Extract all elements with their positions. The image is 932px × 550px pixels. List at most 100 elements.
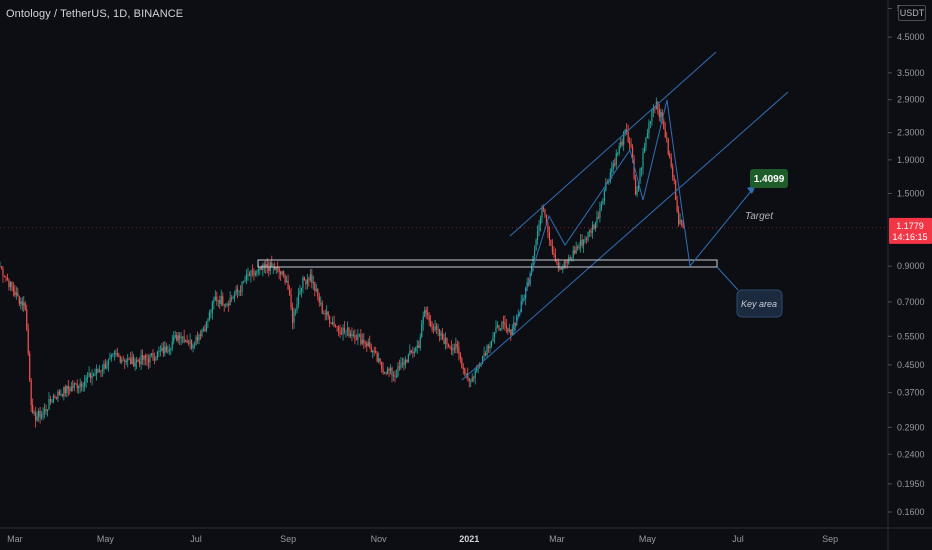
candle-body: [435, 326, 438, 330]
candle-body: [458, 346, 460, 354]
candle-body: [106, 365, 108, 369]
candle-body: [17, 292, 19, 297]
candle-body: [330, 322, 332, 324]
candle-body: [199, 335, 202, 336]
candle-body: [624, 129, 626, 132]
candle-body: [177, 335, 179, 341]
candle-body: [5, 277, 7, 278]
candle-body: [186, 340, 188, 344]
candle-body: [455, 344, 457, 350]
candle-body: [162, 347, 164, 354]
candle-body: [388, 368, 390, 371]
candle-body: [229, 298, 231, 306]
candle-body: [300, 287, 303, 291]
candle-body: [623, 131, 625, 145]
candle-body: [75, 383, 77, 385]
candle-body: [176, 335, 178, 341]
candle-body: [539, 217, 542, 225]
candle-body: [124, 360, 126, 363]
time-axis[interactable]: Mar May Jul Sep Nov 2021 Mar May Jul Sep: [0, 527, 932, 544]
candle-body: [133, 356, 135, 367]
candle-body: [339, 330, 341, 334]
y-tick-label: 1.9000: [897, 155, 925, 165]
candle-body: [489, 345, 491, 349]
candle-body: [260, 267, 262, 271]
candle-body: [550, 240, 552, 246]
candle-body: [637, 182, 640, 191]
candle-body: [557, 262, 559, 269]
candle-body: [248, 274, 251, 276]
candle-body: [306, 279, 308, 285]
candle-body: [327, 311, 329, 317]
candle-body: [440, 333, 442, 336]
candle-body: [296, 304, 298, 311]
candle-body: [453, 348, 455, 350]
candle-body: [168, 349, 170, 352]
candle-body: [2, 268, 4, 276]
candle-body: [92, 374, 95, 377]
candle-body: [337, 326, 340, 331]
candle-body: [447, 344, 450, 347]
candle-body: [351, 333, 353, 336]
candle-body: [336, 326, 338, 328]
candle-body: [495, 326, 497, 333]
candle-body: [263, 264, 265, 267]
y-tick-label: 1.5000: [897, 188, 925, 198]
candle-body: [467, 373, 469, 379]
candle-body: [305, 280, 307, 285]
target-label: Target: [745, 211, 774, 222]
price-axis[interactable]: 5.50004.50003.50002.90002.30001.90001.50…: [887, 0, 932, 550]
countdown-label: 14:16:15: [892, 232, 927, 242]
candle-body: [640, 167, 643, 171]
candle-body: [165, 346, 167, 352]
candle-body: [164, 346, 166, 354]
candle-body: [158, 351, 160, 352]
candle-body: [171, 341, 173, 349]
candle-body: [639, 170, 641, 183]
candle-body: [409, 350, 411, 355]
candle-body: [294, 310, 297, 312]
candle-body: [299, 290, 301, 295]
candle-body: [274, 266, 276, 270]
candle-body: [228, 303, 230, 306]
candle-body: [220, 296, 222, 304]
candle-body: [617, 152, 619, 154]
candle-body: [254, 273, 257, 275]
candle-body: [651, 110, 653, 122]
candle-body: [580, 239, 582, 246]
candle-body: [562, 267, 564, 270]
candle-body: [205, 321, 208, 331]
candle-body: [345, 330, 347, 332]
candle-body: [288, 289, 291, 295]
candle-body: [271, 262, 273, 268]
candle-body: [238, 291, 240, 292]
candle-body: [43, 409, 46, 413]
candle-body: [128, 358, 130, 360]
candle-body: [127, 358, 129, 361]
candle-body: [36, 416, 38, 421]
candle-body: [185, 340, 187, 343]
key-area-pointer: [716, 266, 739, 291]
candle-body: [643, 146, 646, 154]
candle-body: [443, 338, 445, 345]
candle-body: [484, 353, 487, 356]
candle-body: [340, 333, 343, 335]
candle-body: [251, 270, 254, 272]
candle-body: [21, 301, 23, 306]
candle-body: [508, 329, 510, 332]
candle-body: [636, 190, 638, 195]
x-tick-label: Mar: [7, 534, 23, 544]
candle-body: [201, 330, 203, 336]
candle-body: [256, 271, 258, 274]
candle-body: [357, 334, 359, 340]
candle-body: [32, 405, 34, 414]
candle-body: [502, 322, 504, 323]
candle-body: [381, 362, 383, 369]
candle-body: [87, 377, 89, 378]
candle-body: [346, 327, 349, 331]
currency-label[interactable]: USDT: [898, 5, 926, 21]
candle-body: [113, 353, 115, 355]
candle-body: [35, 412, 37, 421]
candle-body: [394, 375, 396, 377]
